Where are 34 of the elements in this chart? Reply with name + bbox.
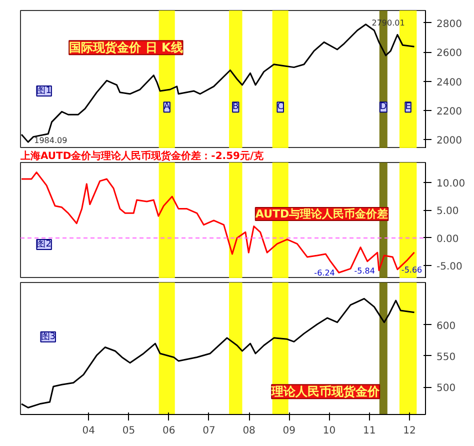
y-tick-label: -5.00 bbox=[436, 262, 462, 273]
band-label: B bbox=[232, 102, 239, 112]
y-tick-label: 600 bbox=[436, 320, 456, 332]
line-series bbox=[20, 298, 416, 408]
y-tick-label: 10.00 bbox=[436, 178, 466, 190]
annotation: 图3 bbox=[40, 332, 56, 342]
text: 理论人民币现货金价 bbox=[270, 384, 381, 399]
annotation: 1984.09 bbox=[34, 136, 68, 146]
band-label: E bbox=[405, 102, 412, 112]
chart-title: 上海AUTD金价与理论人民币现货金价差：-2.59元/克 bbox=[20, 150, 265, 162]
x-tick-label: 08 bbox=[242, 426, 256, 436]
x-tick-label: 07 bbox=[202, 426, 216, 436]
x-tick-label: 11 bbox=[363, 426, 376, 436]
y-tick-label: 2000 bbox=[436, 136, 462, 147]
y-tick-label: 5.00 bbox=[436, 206, 459, 218]
x-tick-label: 09 bbox=[282, 426, 296, 436]
y-tick-label: 2400 bbox=[436, 77, 462, 88]
x-tick-label: 12 bbox=[403, 426, 416, 436]
annotation: -5.84 bbox=[354, 266, 375, 276]
x-tick-label: 04 bbox=[82, 426, 96, 436]
y-tick-label: 0.00 bbox=[436, 234, 459, 245]
text: 国际现货金价 日 K线 bbox=[69, 40, 183, 55]
band-label: C bbox=[277, 102, 284, 112]
x-tick-label: 06 bbox=[162, 426, 176, 436]
y-tick-label: 2800 bbox=[436, 18, 462, 30]
x-tick-label: 05 bbox=[122, 426, 136, 436]
annotation: -6.24 bbox=[314, 268, 335, 278]
y-tick-label: 550 bbox=[436, 352, 456, 363]
y-tick-label: 2600 bbox=[436, 48, 462, 60]
x-tick-label: 10 bbox=[322, 426, 336, 436]
band-label: D bbox=[380, 102, 387, 112]
annotation: AUTD与理论人民币金价差 bbox=[255, 208, 388, 220]
y-tick-label: 500 bbox=[436, 383, 456, 394]
y-tick-label: 2200 bbox=[436, 106, 462, 118]
